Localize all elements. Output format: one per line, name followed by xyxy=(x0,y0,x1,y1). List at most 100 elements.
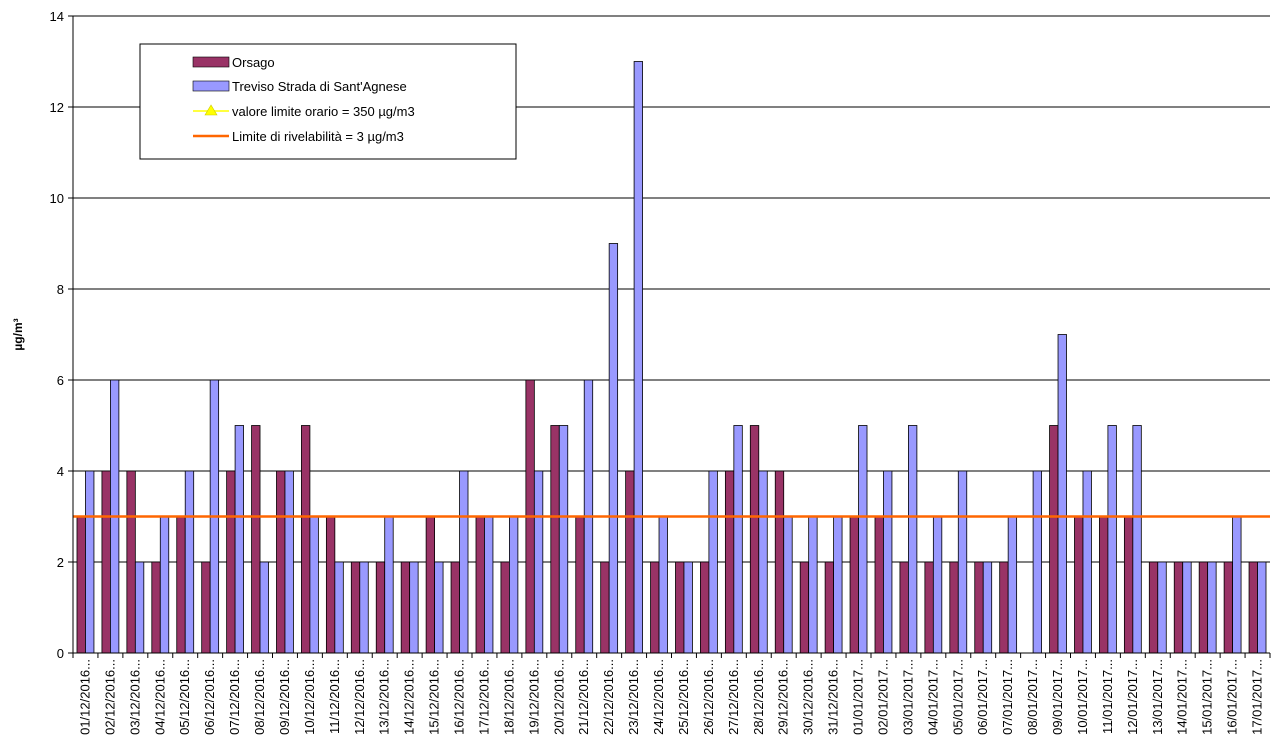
bar-treviso xyxy=(1032,470,1042,654)
bar-treviso xyxy=(259,561,269,654)
bar-treviso xyxy=(883,470,893,654)
y-tick-label: 14 xyxy=(50,9,64,24)
bar-treviso xyxy=(982,561,993,654)
bar-treviso xyxy=(533,470,544,654)
bar-treviso xyxy=(334,561,344,654)
bar-treviso xyxy=(858,425,868,654)
bar-treviso xyxy=(1107,425,1117,654)
bars xyxy=(76,61,1267,654)
bar-orsago xyxy=(924,561,934,654)
bar-orsago xyxy=(325,516,336,654)
x-tick-label: 15/01/2017... xyxy=(1200,659,1215,735)
x-tick-label: 11/01/2017... xyxy=(1100,659,1115,734)
bar-orsago xyxy=(276,470,286,654)
x-tick-label: 23/12/2016... xyxy=(626,659,641,735)
bar-orsago xyxy=(375,561,386,654)
x-tick-label: 10/12/2016... xyxy=(302,659,317,735)
bar-orsago xyxy=(475,516,485,654)
bar-orsago xyxy=(1049,425,1059,654)
x-tick-label: 17/01/2017... xyxy=(1250,659,1265,735)
legend-item-detection-limit: Limite di rivelabilità = 3 µg/m3 xyxy=(193,129,404,144)
bar-orsago xyxy=(76,516,86,654)
bar-treviso xyxy=(1182,561,1192,654)
bar-treviso xyxy=(708,470,718,654)
legend-item-treviso: Treviso Strada di Sant'Agnese xyxy=(192,79,407,94)
bar-orsago xyxy=(774,470,785,654)
bar-orsago xyxy=(874,516,884,654)
x-tick-label: 10/01/2017... xyxy=(1075,659,1090,735)
bar-orsago xyxy=(101,470,111,654)
bar-orsago xyxy=(849,516,859,654)
bar-treviso xyxy=(434,561,444,654)
bar-orsago xyxy=(126,470,136,654)
legend-label-detection-limit: Limite di rivelabilità = 3 µg/m3 xyxy=(232,129,404,144)
x-tick-label: 06/01/2017... xyxy=(975,659,990,735)
bar-orsago xyxy=(1173,561,1184,654)
y-tick-label: 12 xyxy=(50,100,64,115)
bar-treviso xyxy=(85,470,95,654)
y-axis-label: µg/m³ xyxy=(11,318,25,350)
x-tick-label: 03/01/2017... xyxy=(900,659,915,735)
bar-treviso xyxy=(484,516,494,654)
x-tick-label: 06/12/2016... xyxy=(202,659,217,735)
legend-label-orsago: Orsago xyxy=(232,55,275,70)
bar-orsago xyxy=(700,561,710,654)
x-tick-label: 09/01/2017... xyxy=(1050,659,1065,735)
x-tick-label: 15/12/2016... xyxy=(427,659,442,735)
x-tick-label: 26/12/2016... xyxy=(701,659,716,735)
bar-orsago xyxy=(999,561,1009,654)
bar-orsago xyxy=(575,516,585,654)
x-tick-label: 11/12/2016... xyxy=(327,659,342,734)
bar-treviso xyxy=(733,425,743,654)
x-tick-label: 28/12/2016... xyxy=(751,659,766,735)
bar-orsago xyxy=(400,561,411,654)
x-tick-label: 04/01/2017... xyxy=(925,659,940,735)
bar-treviso xyxy=(758,470,768,654)
x-tick-label: 01/01/2017... xyxy=(851,659,866,735)
bar-orsago xyxy=(824,561,834,654)
legend-label-treviso: Treviso Strada di Sant'Agnese xyxy=(232,79,407,94)
x-tick-label: 07/12/2016... xyxy=(227,659,242,735)
bar-orsago xyxy=(176,516,186,654)
bar-treviso xyxy=(808,516,818,654)
x-tick-label: 08/12/2016... xyxy=(252,659,267,735)
x-tick-label: 25/12/2016... xyxy=(676,659,691,735)
bar-treviso xyxy=(1207,561,1217,654)
bar-orsago xyxy=(151,561,161,654)
bar-orsago xyxy=(1248,561,1258,654)
x-tick-label: 20/12/2016... xyxy=(551,659,566,735)
x-tick-label: 08/01/2017... xyxy=(1025,659,1040,735)
bar-treviso xyxy=(783,516,793,654)
x-tick-label: 22/12/2016... xyxy=(601,659,616,735)
bar-treviso xyxy=(1157,561,1167,654)
bar-orsago xyxy=(550,425,560,654)
legend-item-orsago: Orsago xyxy=(192,55,275,70)
bar-orsago xyxy=(724,470,735,654)
y-tick-label: 10 xyxy=(50,191,64,206)
x-tick-label: 31/12/2016... xyxy=(826,659,841,735)
bar-treviso xyxy=(309,516,319,654)
y-tick-label: 8 xyxy=(57,282,64,297)
bar-treviso xyxy=(159,516,170,654)
bar-treviso xyxy=(957,470,968,654)
bar-orsago xyxy=(949,561,959,654)
x-tick-label: 02/12/2016... xyxy=(102,659,117,735)
x-tick-label: 29/12/2016... xyxy=(776,659,791,735)
legend-item-hourly-limit: valore limite orario = 350 µg/m3 xyxy=(193,104,415,119)
bar-treviso xyxy=(833,516,843,654)
x-tick-label: 14/01/2017... xyxy=(1175,659,1190,735)
bar-orsago xyxy=(625,470,635,654)
bar-treviso xyxy=(558,425,569,654)
bar-treviso xyxy=(683,561,693,654)
bar-treviso xyxy=(1082,470,1092,654)
y-tick-label: 2 xyxy=(57,555,64,570)
legend: Orsago Treviso Strada di Sant'Agnese val… xyxy=(139,43,517,160)
x-tick-label: 03/12/2016... xyxy=(127,659,142,735)
bar-orsago xyxy=(301,425,311,654)
bar-treviso xyxy=(608,243,619,654)
bar-treviso xyxy=(184,470,195,654)
x-tick-label: 02/01/2017... xyxy=(875,659,890,735)
x-tick-label: 05/01/2017... xyxy=(950,659,965,735)
bar-treviso xyxy=(284,470,294,654)
